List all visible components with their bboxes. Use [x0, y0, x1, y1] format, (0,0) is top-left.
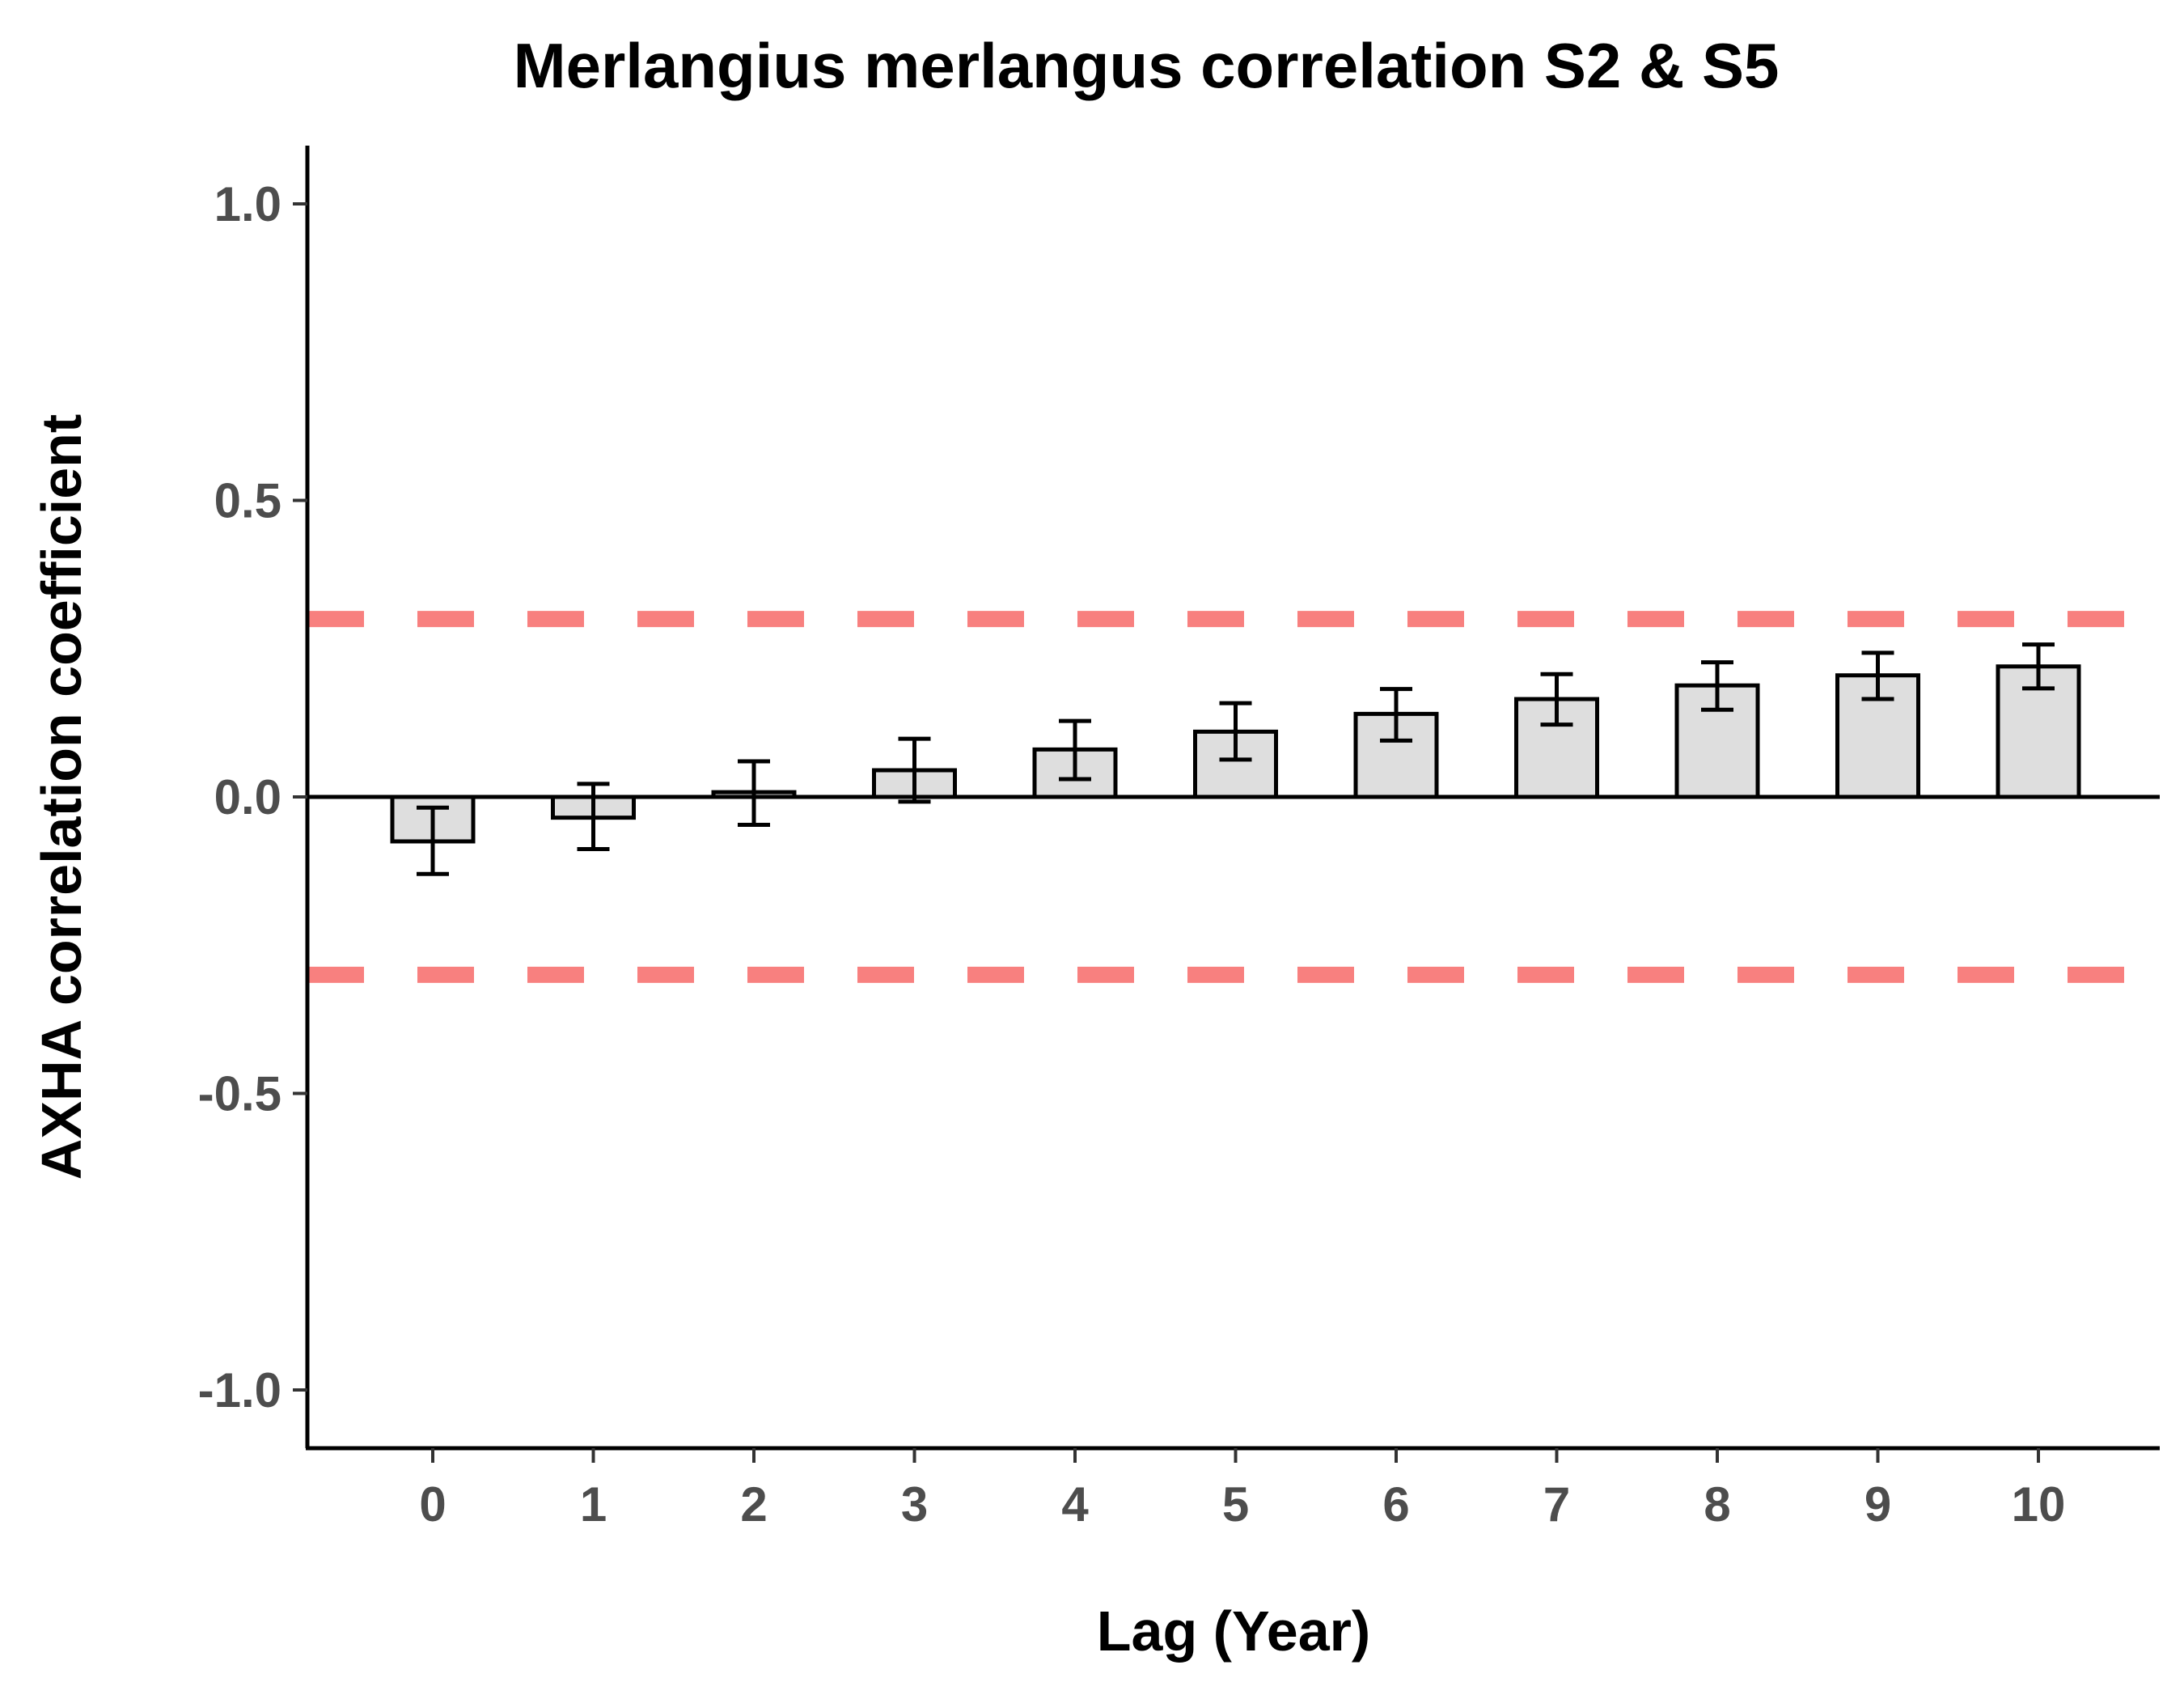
x-tick-label: 2 [740, 1477, 767, 1532]
y-tick-label: -0.5 [198, 1067, 281, 1121]
y-tick-label: 0.5 [214, 474, 281, 528]
error-bar-lag-5 [1219, 701, 1252, 762]
x-tick-label: 10 [2012, 1477, 2066, 1532]
error-bar-lag-9 [1861, 650, 1894, 701]
x-tick-label: 0 [419, 1477, 446, 1532]
x-tick-label: 3 [901, 1477, 928, 1532]
error-bar-lag-4 [1059, 718, 1091, 782]
x-axis-title: Lag (Year) [1097, 1599, 1370, 1663]
x-tick-label: 8 [1704, 1477, 1730, 1532]
x-tick-label: 7 [1543, 1477, 1570, 1532]
y-tick-label: -1.0 [198, 1363, 281, 1417]
error-bar-lag-1 [577, 782, 610, 852]
error-bar-lag-3 [898, 736, 931, 804]
error-bar-lag-10 [2022, 642, 2055, 691]
x-tick-label: 6 [1382, 1477, 1409, 1532]
x-tick-label: 4 [1061, 1477, 1089, 1532]
error-bar-lag-0 [417, 805, 449, 876]
y-tick-label: 1.0 [214, 177, 281, 231]
x-tick-label: 9 [1864, 1477, 1891, 1532]
x-tick-label: 5 [1222, 1477, 1249, 1532]
error-bar-lag-7 [1540, 672, 1573, 727]
chart-title: Merlangius merlangus correlation S2 & S5 [514, 30, 1780, 101]
error-bar-lag-2 [738, 759, 770, 827]
y-axis-title: AXHA correlation coefficient [30, 414, 93, 1180]
plot-area: -1.0 -0.5 0.0 0.5 1.0 0 1 2 3 4 5 6 7 8 9 10 [198, 146, 2160, 1532]
x-tick-label: 1 [580, 1477, 607, 1532]
error-bar-lag-8 [1701, 660, 1733, 712]
error-bar-lag-6 [1380, 687, 1412, 743]
y-tick-label: 0.0 [214, 770, 281, 824]
